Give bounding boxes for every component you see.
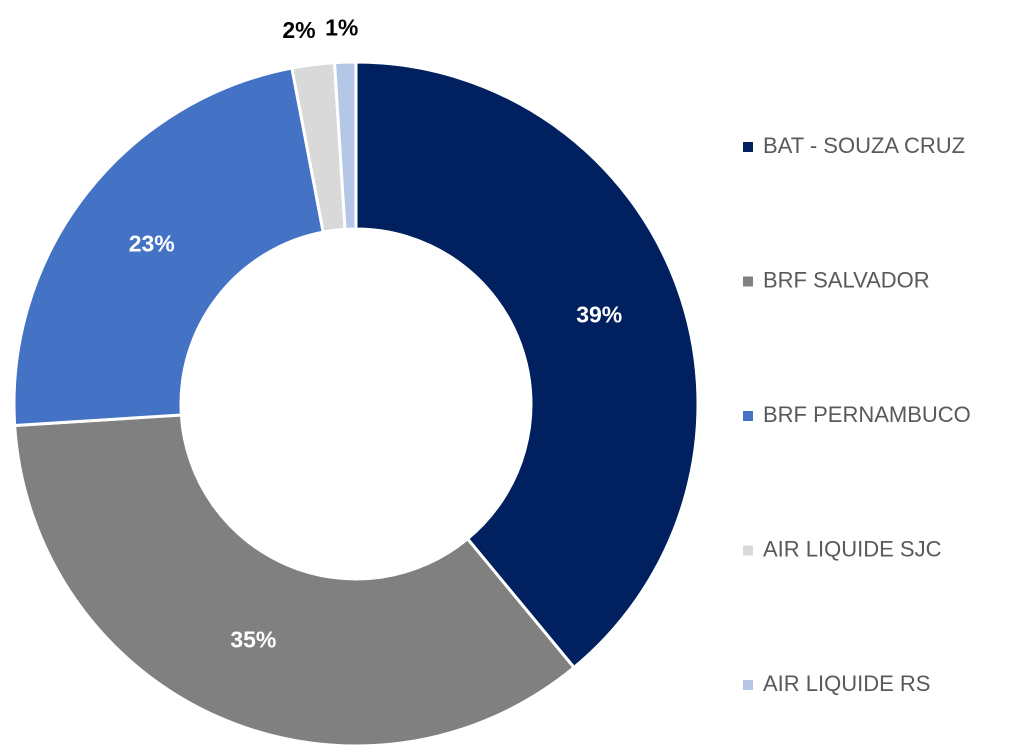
legend-label: BRF PERNAMBUCO bbox=[763, 402, 971, 427]
legend-label: BAT - SOUZA CRUZ bbox=[763, 133, 965, 158]
legend-label: BRF SALVADOR bbox=[763, 267, 930, 292]
data-label: 39% bbox=[576, 302, 622, 328]
legend-marker bbox=[743, 411, 753, 421]
donut-slice bbox=[332, 60, 358, 231]
data-label: 35% bbox=[230, 626, 276, 652]
data-label: 23% bbox=[129, 231, 175, 257]
legend-marker bbox=[743, 680, 753, 690]
legend-marker bbox=[743, 276, 753, 287]
data-label: 1% bbox=[325, 14, 358, 40]
data-label: 2% bbox=[282, 17, 315, 43]
legend-label: AIR LIQUIDE SJC bbox=[763, 536, 942, 561]
legend-marker bbox=[743, 545, 753, 556]
legend-marker bbox=[743, 142, 753, 152]
donut-slice bbox=[12, 66, 325, 428]
donut-slice bbox=[354, 60, 700, 670]
legend-label: AIR LIQUIDE RS bbox=[763, 671, 930, 696]
donut-slice bbox=[13, 413, 577, 746]
